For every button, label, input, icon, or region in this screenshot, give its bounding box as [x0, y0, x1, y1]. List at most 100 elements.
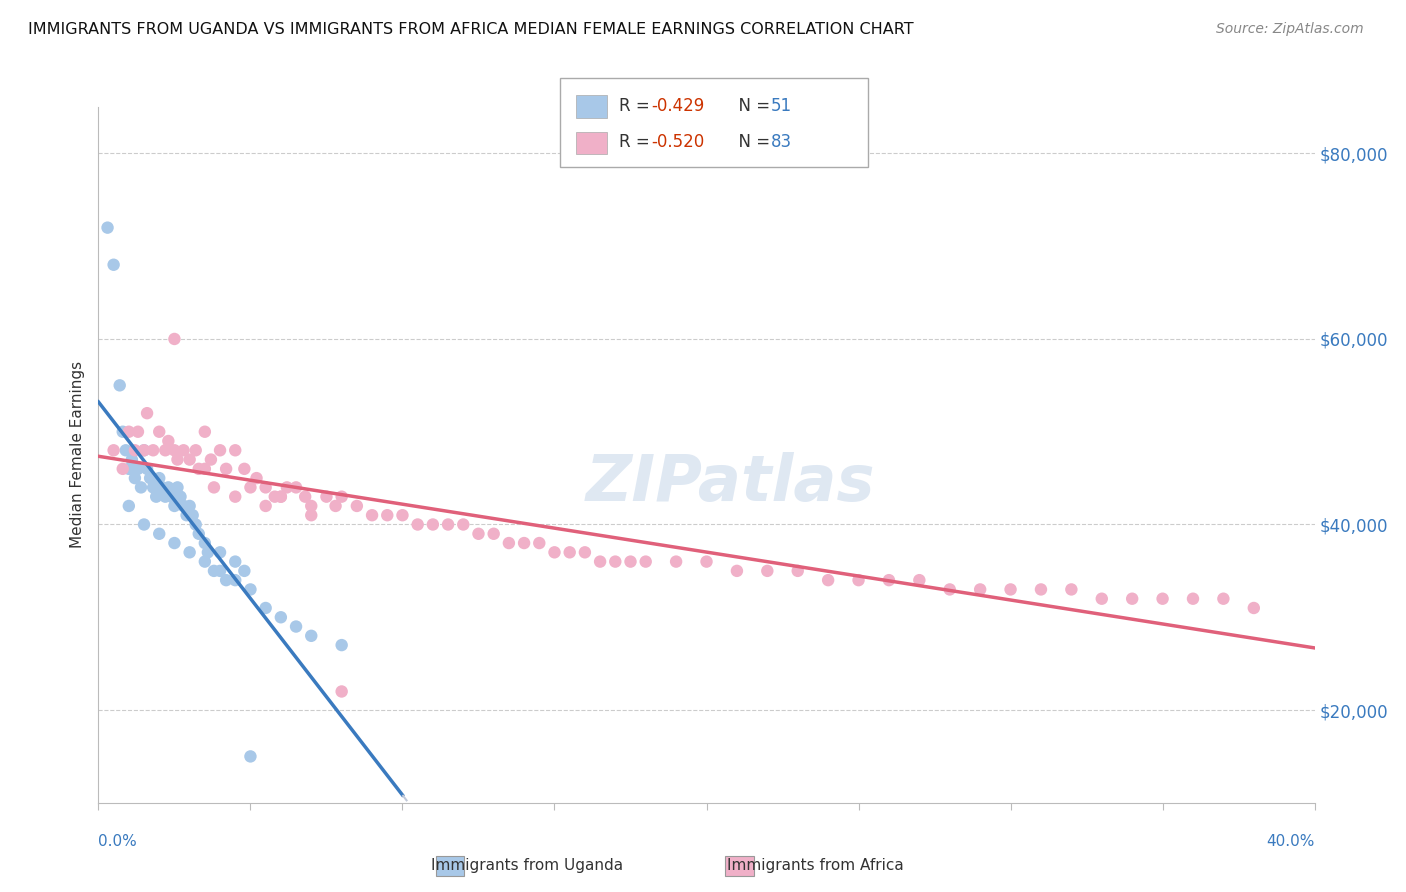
- Point: [1212, 591, 1234, 606]
- Point: [270, 490, 292, 504]
- Text: -0.429: -0.429: [651, 97, 704, 115]
- Point: [181, 508, 204, 523]
- Point: [118, 425, 141, 439]
- Point: [166, 480, 188, 494]
- Point: [155, 490, 177, 504]
- Point: [482, 526, 505, 541]
- Point: [142, 480, 165, 494]
- Point: [406, 517, 429, 532]
- Text: ZIPatlas: ZIPatlas: [586, 451, 876, 514]
- Point: [725, 564, 748, 578]
- Point: [1243, 601, 1265, 615]
- Point: [224, 490, 246, 504]
- Point: [239, 749, 262, 764]
- Point: [239, 582, 262, 597]
- Point: [263, 490, 285, 504]
- Point: [209, 545, 232, 559]
- Point: [132, 517, 155, 532]
- Point: [124, 443, 146, 458]
- Point: [163, 499, 186, 513]
- Point: [375, 508, 398, 523]
- Point: [136, 406, 159, 420]
- Point: [276, 480, 298, 494]
- Point: [96, 220, 118, 235]
- Point: [157, 434, 180, 448]
- Point: [166, 452, 188, 467]
- Point: [299, 629, 322, 643]
- Point: [1000, 582, 1022, 597]
- Point: [294, 490, 316, 504]
- Point: [330, 684, 353, 698]
- Point: [529, 536, 551, 550]
- Text: N =: N =: [728, 133, 776, 151]
- Point: [325, 499, 347, 513]
- Point: [200, 452, 222, 467]
- Point: [315, 490, 337, 504]
- Point: [467, 526, 489, 541]
- Point: [121, 452, 143, 467]
- Point: [254, 499, 277, 513]
- Point: [1091, 591, 1114, 606]
- Point: [136, 462, 159, 476]
- Point: [160, 490, 183, 504]
- Point: [129, 480, 152, 494]
- Point: [202, 480, 225, 494]
- Point: [209, 443, 232, 458]
- Text: Immigrants from Africa: Immigrants from Africa: [727, 858, 904, 872]
- Text: R =: R =: [619, 133, 655, 151]
- Point: [142, 443, 165, 458]
- Text: IMMIGRANTS FROM UGANDA VS IMMIGRANTS FROM AFRICA MEDIAN FEMALE EARNINGS CORRELAT: IMMIGRANTS FROM UGANDA VS IMMIGRANTS FRO…: [28, 22, 914, 37]
- Point: [285, 480, 308, 494]
- Point: [179, 452, 201, 467]
- Point: [589, 555, 612, 569]
- Point: [634, 555, 657, 569]
- Point: [132, 443, 155, 458]
- Point: [299, 508, 322, 523]
- Point: [1182, 591, 1205, 606]
- Point: [786, 564, 808, 578]
- Text: 0.0%: 0.0%: [98, 834, 138, 849]
- Point: [619, 555, 641, 569]
- Point: [132, 443, 155, 458]
- Point: [150, 480, 173, 494]
- Point: [391, 508, 413, 523]
- Point: [254, 480, 277, 494]
- Point: [111, 462, 134, 476]
- Point: [696, 555, 718, 569]
- Point: [877, 573, 900, 587]
- Point: [163, 536, 186, 550]
- Text: 51: 51: [770, 97, 792, 115]
- Point: [148, 425, 170, 439]
- Point: [173, 499, 195, 513]
- Point: [605, 555, 627, 569]
- Text: 83: 83: [770, 133, 792, 151]
- Point: [969, 582, 991, 597]
- Point: [127, 425, 149, 439]
- Point: [245, 471, 267, 485]
- Point: [163, 443, 186, 458]
- Point: [543, 545, 565, 559]
- Point: [103, 443, 125, 458]
- Point: [194, 536, 217, 550]
- Point: [124, 471, 146, 485]
- Point: [209, 564, 232, 578]
- Text: 40.0%: 40.0%: [1267, 834, 1315, 849]
- Point: [233, 564, 256, 578]
- Point: [145, 490, 167, 504]
- Point: [939, 582, 962, 597]
- Point: [215, 573, 238, 587]
- Point: [1121, 591, 1143, 606]
- Point: [197, 545, 219, 559]
- Point: [330, 490, 353, 504]
- Point: [254, 601, 277, 615]
- Point: [756, 564, 779, 578]
- Text: -0.520: -0.520: [651, 133, 704, 151]
- Point: [330, 638, 353, 652]
- Point: [422, 517, 444, 532]
- Point: [139, 471, 162, 485]
- Point: [361, 508, 384, 523]
- Point: [224, 555, 246, 569]
- Point: [215, 462, 238, 476]
- Text: N =: N =: [728, 97, 776, 115]
- Point: [285, 619, 308, 633]
